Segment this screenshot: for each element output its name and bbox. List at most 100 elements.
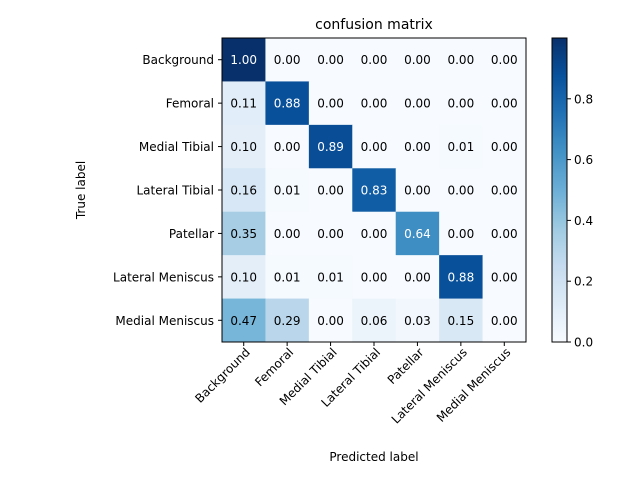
colorbar xyxy=(551,37,568,343)
cell-value-label: 0.00 xyxy=(317,97,344,111)
cell-value-label: 0.00 xyxy=(447,53,474,67)
cell-value-label: 0.89 xyxy=(317,140,344,154)
heatmap-cells xyxy=(222,38,527,343)
heatmap-cell xyxy=(265,38,310,82)
x-tick-label: Medial Meniscus xyxy=(434,345,514,425)
y-tick-label: Medial Tibial xyxy=(139,140,214,154)
heatmap-cell xyxy=(352,211,397,256)
x-tick-label: Background xyxy=(192,345,253,406)
colorbar-tick-label: 0.0 xyxy=(574,336,593,350)
cell-value-label: 0.00 xyxy=(404,140,431,154)
y-axis-label: True label xyxy=(74,161,88,220)
heatmap-cell xyxy=(352,124,397,169)
heatmap-cell xyxy=(308,81,353,126)
heatmap-cell xyxy=(352,168,397,213)
heatmap-cell xyxy=(352,255,397,300)
cell-value-label: 0.00 xyxy=(361,53,388,67)
heatmap-cell xyxy=(439,211,484,256)
y-tick-label: Medial Meniscus xyxy=(115,314,214,328)
heatmap-cell xyxy=(222,81,266,126)
cell-value-label: 0.03 xyxy=(404,314,431,328)
heatmap-cell xyxy=(482,298,527,343)
heatmap-cell xyxy=(222,211,266,256)
heatmap-cell xyxy=(482,124,527,169)
heatmap-cell xyxy=(395,38,440,82)
heatmap-cell xyxy=(352,298,397,343)
cell-value-label: 0.00 xyxy=(447,184,474,198)
cell-value-label: 0.00 xyxy=(404,184,431,198)
cell-value-label: 0.00 xyxy=(361,140,388,154)
cell-value-label: 0.29 xyxy=(274,314,301,328)
heatmap-cell xyxy=(482,168,527,213)
cell-value-label: 0.00 xyxy=(274,227,301,241)
cell-value-label: 0.00 xyxy=(447,97,474,111)
heatmap-cell xyxy=(352,81,397,126)
heatmap-cell xyxy=(395,211,440,256)
heatmap-cell xyxy=(222,298,266,343)
cell-value-label: 0.10 xyxy=(230,270,257,284)
cell-value-label: 0.00 xyxy=(491,184,518,198)
cell-value-label: 0.00 xyxy=(317,184,344,198)
cell-value-label: 1.00 xyxy=(230,53,257,67)
heatmap-cell xyxy=(222,168,266,213)
x-axis-label: Predicted label xyxy=(329,450,418,464)
heatmap-cell xyxy=(482,81,527,126)
cell-value-label: 0.00 xyxy=(361,97,388,111)
cell-value-label: 0.01 xyxy=(274,270,301,284)
heatmap-cell xyxy=(222,38,266,82)
colorbar-tick-label: 0.4 xyxy=(574,214,593,228)
colorbar-tick-label: 0.8 xyxy=(574,92,593,106)
cell-value-label: 0.00 xyxy=(491,140,518,154)
cell-value-label: 0.83 xyxy=(361,184,388,198)
heatmap-cell xyxy=(439,81,484,126)
heatmap-cell xyxy=(395,168,440,213)
y-tick-label: Lateral Meniscus xyxy=(113,270,214,284)
y-tick-label: Lateral Tibial xyxy=(137,184,215,198)
cell-value-label: 0.10 xyxy=(230,140,257,154)
y-tick-label: Femoral xyxy=(166,97,214,111)
heatmap-cell xyxy=(439,124,484,169)
cell-value-label: 0.06 xyxy=(361,314,388,328)
heatmap-cell xyxy=(265,81,310,126)
chart-title: confusion matrix xyxy=(315,17,433,33)
y-tick-label: Patellar xyxy=(169,227,214,241)
heatmap-cell xyxy=(482,38,527,82)
heatmap-cell xyxy=(482,255,527,300)
heatmap-cell xyxy=(395,255,440,300)
x-tick-label: Femoral xyxy=(252,345,296,389)
cell-value-label: 0.00 xyxy=(361,227,388,241)
cell-value-label: 0.00 xyxy=(447,227,474,241)
heatmap-cell xyxy=(439,38,484,82)
heatmap-cell xyxy=(265,211,310,256)
cell-value-label: 0.00 xyxy=(317,53,344,67)
cell-value-label: 0.00 xyxy=(317,227,344,241)
cell-value-label: 0.00 xyxy=(491,270,518,284)
colorbar-tick-label: 0.6 xyxy=(574,153,593,167)
cell-value-label: 0.01 xyxy=(317,270,344,284)
cell-value-label: 0.00 xyxy=(404,97,431,111)
y-tick-label: Background xyxy=(142,53,214,67)
heatmap-cell xyxy=(439,168,484,213)
heatmap-cell xyxy=(222,124,266,169)
colorbar-tick-label: 0.2 xyxy=(574,275,593,289)
cell-value-label: 0.00 xyxy=(361,270,388,284)
cell-value-label: 0.00 xyxy=(491,227,518,241)
cell-value-label: 0.00 xyxy=(491,314,518,328)
heatmap-cell xyxy=(439,298,484,343)
cell-value-label: 0.88 xyxy=(447,270,474,284)
heatmap-cell xyxy=(439,255,484,300)
heatmap-cell xyxy=(395,81,440,126)
heatmap-cell xyxy=(308,168,353,213)
cell-value-label: 0.00 xyxy=(404,270,431,284)
cell-value-label: 0.00 xyxy=(274,140,301,154)
cell-value-label: 0.00 xyxy=(274,53,301,67)
heatmap-cell-labels: 1.00 0.00 0.00 0.00 0.00 0.00 0.00 0.11 0.88 0.00… xyxy=(230,53,517,328)
cell-value-label: 0.00 xyxy=(404,53,431,67)
cell-value-label: 0.01 xyxy=(274,184,301,198)
heatmap-cell xyxy=(265,168,310,213)
x-tick-label: Lateral Meniscus xyxy=(389,345,470,426)
cell-value-label: 0.01 xyxy=(447,140,474,154)
heatmap-cell xyxy=(222,255,266,300)
